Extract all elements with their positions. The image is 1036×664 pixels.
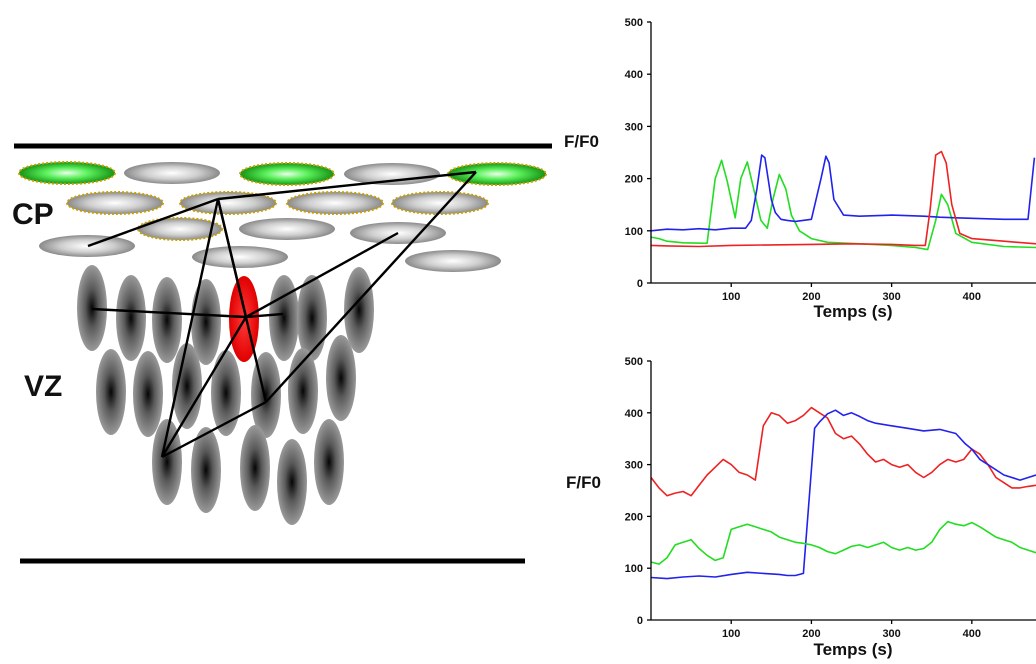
- vz-cell: [326, 335, 356, 421]
- cp-cell: [192, 246, 288, 268]
- connection-lines: [87, 170, 477, 459]
- cp-cell-active: [239, 162, 335, 186]
- connection-line: [160, 198, 220, 458]
- connection-line: [245, 231, 399, 319]
- chart-top-xlabel: Temps (s): [813, 302, 892, 321]
- chart-top-ylabel: F/F0: [564, 132, 599, 151]
- y-tick-label: 0: [637, 278, 643, 290]
- y-tick-label: 200: [625, 174, 643, 186]
- chart-bottom-ylabel: F/F0: [566, 473, 601, 492]
- x-tick-label: 100: [722, 291, 740, 303]
- calcium-trace-chart-top: 0 100 200 300 400 500 100 200 300 400: [625, 17, 1036, 303]
- x-tick-label: 400: [963, 628, 981, 640]
- y-tick-label: 400: [625, 408, 643, 420]
- series-line-0: [650, 159, 1036, 251]
- y-tick-label: 0: [637, 615, 643, 627]
- vz-cell: [96, 349, 126, 435]
- vz-cell: [240, 425, 270, 511]
- y-tick-label: 500: [625, 17, 643, 29]
- connection-line: [91, 307, 247, 319]
- x-tick-label: 200: [802, 291, 820, 303]
- series-line-1: [650, 409, 1036, 580]
- cp-cell: [344, 163, 440, 185]
- vz-cell: [191, 427, 221, 513]
- y-tick-label: 100: [625, 226, 643, 238]
- vz-cell: [211, 350, 241, 436]
- vz-cell: [314, 419, 344, 505]
- cp-cell: [39, 235, 135, 257]
- connection-line: [87, 197, 219, 248]
- connection-line: [245, 312, 284, 319]
- cortex-diagram: CP VZ: [12, 143, 552, 564]
- series-line-2: [650, 150, 1036, 248]
- cp-label: CP: [12, 198, 54, 231]
- x-tick-label: 400: [963, 291, 981, 303]
- vz-cell: [344, 267, 374, 353]
- connection-line: [216, 198, 268, 403]
- cp-cell-outlined: [66, 191, 164, 215]
- series-line-2: [650, 520, 1036, 565]
- cp-cell-active: [447, 162, 547, 186]
- cp-cell-outlined: [179, 191, 277, 215]
- vz-cell: [116, 275, 146, 361]
- chart-bottom-xlabel: Temps (s): [813, 640, 892, 659]
- connection-line: [161, 400, 267, 459]
- connection-line: [217, 170, 477, 201]
- vz-cell: [269, 275, 299, 361]
- ventricular-zone-cells: [77, 265, 374, 525]
- vz-cell: [191, 279, 221, 365]
- x-tick-label: 100: [722, 628, 740, 640]
- calcium-trace-chart-bottom: 0 100 200 300 400 500 100 200 300 400: [625, 356, 1036, 640]
- cp-cell-active: [18, 161, 116, 185]
- y-tick-label: 300: [625, 460, 643, 472]
- cp-cell-outlined: [391, 191, 489, 215]
- vz-label: VZ: [24, 370, 62, 403]
- connection-line: [160, 316, 248, 458]
- x-tick-label: 300: [882, 628, 900, 640]
- vz-cell: [277, 439, 307, 525]
- cp-cell: [124, 162, 220, 184]
- y-tick-label: 200: [625, 511, 643, 523]
- vz-cell: [133, 351, 163, 437]
- series-line-1: [650, 154, 1036, 232]
- series-line-0: [650, 406, 1036, 497]
- y-tick-label: 100: [625, 563, 643, 575]
- cp-cell-outlined: [286, 191, 384, 215]
- cortical-plate-cells: [18, 161, 547, 272]
- y-tick-label: 400: [625, 69, 643, 81]
- vz-cell: [172, 343, 202, 429]
- y-tick-label: 500: [625, 356, 643, 368]
- x-tick-label: 200: [802, 628, 820, 640]
- vz-cell: [77, 265, 107, 351]
- cp-cell: [405, 250, 501, 272]
- cp-cell: [239, 218, 335, 240]
- vz-cell: [297, 275, 327, 361]
- vz-cell: [152, 419, 182, 505]
- connection-line: [265, 171, 477, 403]
- cp-cell-outlined: [137, 217, 223, 241]
- y-tick-label: 300: [625, 121, 643, 133]
- x-tick-label: 300: [882, 291, 900, 303]
- vz-cell: [152, 277, 182, 363]
